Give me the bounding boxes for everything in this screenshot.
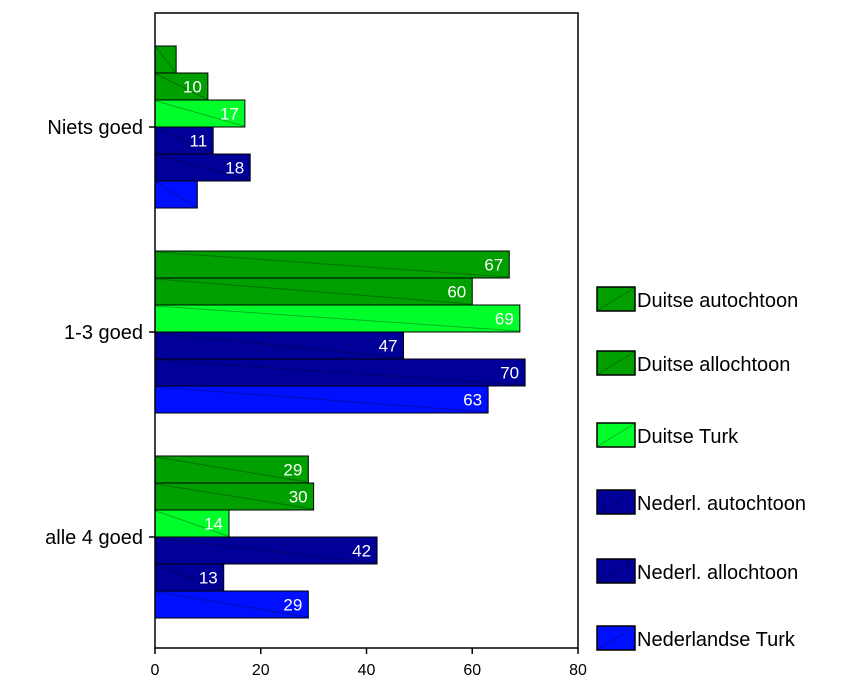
- legend-label: Duitse allochtoon: [637, 354, 790, 376]
- bar-shading-3-3: [155, 510, 229, 537]
- bar-value-label: 67: [484, 256, 503, 275]
- category-label: 1-3 goed: [64, 322, 143, 344]
- bar-shading-4-3: [155, 537, 377, 564]
- bar-value-label: 29: [283, 596, 302, 615]
- bar-value-label: 18: [225, 159, 244, 178]
- bar-value-label: 63: [463, 391, 482, 410]
- legend-swatch-shading: [597, 423, 635, 447]
- bar-value-label: 14: [204, 515, 223, 534]
- legend-swatch-shading: [597, 287, 635, 311]
- x-tick-label: 40: [358, 662, 376, 679]
- bar-value-label: 69: [495, 310, 514, 329]
- bar-shading-4-1: [155, 127, 213, 154]
- bar-shading-1-1: [155, 46, 176, 73]
- bar-shading-2-3: [155, 483, 313, 510]
- bar-shading-5-3: [155, 564, 223, 591]
- legend-swatch-shading: [597, 351, 635, 375]
- legend-swatch-shading: [597, 490, 635, 514]
- x-tick-label: 20: [252, 662, 270, 679]
- legend-label: Duitse Turk: [637, 426, 739, 448]
- bar-shading-5-1: [155, 154, 250, 181]
- bar-value-label: 29: [283, 461, 302, 480]
- bar-value-label: 30: [289, 488, 308, 507]
- category-label: alle 4 goed: [45, 527, 143, 549]
- bar-shading-2-2: [155, 278, 472, 305]
- bar-shading-1-2: [155, 251, 509, 278]
- bar-shading-4-2: [155, 332, 403, 359]
- bar-shading-6-3: [155, 591, 308, 618]
- x-tick-label: 60: [463, 662, 481, 679]
- category-label: Niets goed: [47, 117, 143, 139]
- bar-value-label: 70: [500, 364, 519, 383]
- axes-group: Niets goed 1-3 goed alle 4 goed 0 20 40 60 80: [45, 117, 587, 679]
- legend-label: Duitse autochtoon: [637, 290, 798, 312]
- bar-value-label: 17: [220, 105, 239, 124]
- legend-label: Nederlandse Turk: [637, 629, 796, 651]
- legend-swatch-shading: [597, 626, 635, 650]
- bar-value-label: 42: [352, 542, 371, 561]
- x-tick-label: 0: [151, 662, 160, 679]
- x-tick-label: 80: [569, 662, 587, 679]
- bar-shading-3-2: [155, 305, 519, 332]
- bar-shading-1-3: [155, 456, 308, 483]
- legend: Duitse autochtoon Duitse allochtoon Duitse…: [596, 286, 806, 651]
- bar-value-label: 60: [447, 283, 466, 302]
- bar-value-label: 10: [183, 78, 202, 97]
- bar-value-label: 11: [190, 132, 208, 151]
- bar-shading-6-2: [155, 386, 488, 413]
- bar-shading-2-1: [155, 73, 208, 100]
- legend-label: Nederl. autochtoon: [637, 493, 806, 515]
- bar-shading-5-2: [155, 359, 525, 386]
- legend-swatch-shading: [597, 559, 635, 583]
- bar-value-label: 47: [379, 337, 398, 356]
- legend-label: Nederl. allochtoon: [637, 562, 798, 584]
- bars-group: [154, 45, 526, 619]
- bar-shading-3-1: [155, 100, 245, 127]
- bar-shading-6-1: [155, 181, 197, 208]
- bar-value-label: 13: [199, 569, 218, 588]
- bar-labels-group: 10 17 11 18 67 60 69 47 70 63 29 30 14 42 13 29: [183, 78, 519, 615]
